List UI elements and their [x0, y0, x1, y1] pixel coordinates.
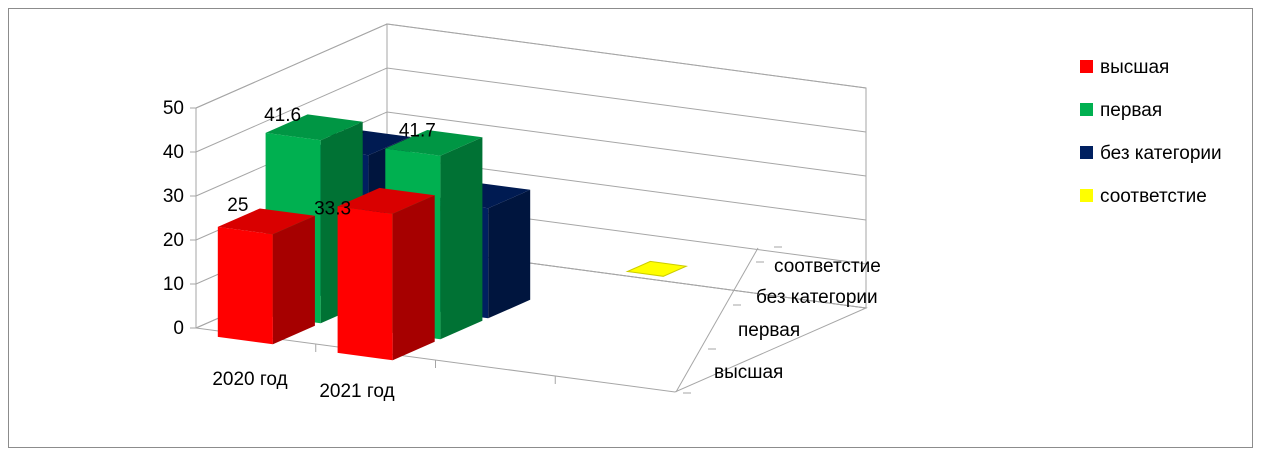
bar-side	[272, 215, 315, 345]
gridline	[195, 67, 867, 153]
bar-flat	[625, 260, 689, 277]
y-tick-label: 0	[173, 318, 184, 339]
x-category-label: 2021 год	[319, 381, 394, 402]
legend-item: соответстие	[1080, 186, 1207, 207]
bar-top	[385, 130, 483, 156]
depth-axis-label: первая	[738, 320, 800, 341]
legend-label: соответстие	[1100, 186, 1207, 207]
bar-top	[265, 114, 363, 141]
data-label: 41.6	[264, 105, 301, 126]
bar-front	[337, 206, 393, 361]
chart-frame	[8, 8, 1253, 448]
bar: 25	[217, 195, 315, 345]
legend-item: высшая	[1080, 57, 1169, 78]
bar-front	[217, 226, 273, 345]
legend-label: высшая	[1100, 57, 1169, 78]
y-tick-label: 40	[163, 142, 184, 163]
y-tick-label: 10	[163, 274, 184, 295]
legend-swatch	[1080, 103, 1093, 116]
legend-swatch	[1080, 146, 1093, 159]
y-tick-label: 50	[163, 98, 184, 119]
gridline	[195, 111, 867, 197]
bar-side	[440, 137, 483, 340]
data-label: 41.7	[399, 120, 436, 141]
bar: 33.3	[314, 187, 435, 361]
legend-item: первая	[1080, 100, 1162, 121]
legend-swatch	[1080, 189, 1093, 202]
x-category-label: 2020 год	[212, 369, 287, 390]
y-tick-labels: 0 10 20 30 40 50	[163, 98, 196, 339]
depth-axis-label: высшая	[714, 362, 783, 383]
data-label: 33.3	[314, 198, 351, 219]
legend-label: первая	[1100, 100, 1162, 121]
gridline	[195, 23, 867, 109]
depth-axis: высшая первая без категории соответстие	[675, 246, 881, 394]
legend: высшая первая без категории соответстие	[1080, 57, 1222, 207]
y-tick-label: 30	[163, 186, 184, 207]
y-tick-label: 20	[163, 230, 184, 251]
bar-side	[488, 189, 531, 319]
depth-axis-line	[675, 247, 759, 393]
x-tick-labels: 2020 год 2021 год	[212, 344, 556, 402]
depth-axis-label: соответстие	[774, 256, 881, 277]
bar-side	[392, 195, 435, 361]
bar	[625, 260, 689, 277]
bar-top	[337, 187, 435, 214]
legend-label: без категории	[1100, 143, 1222, 164]
bar-top	[217, 208, 315, 235]
data-label: 25	[227, 195, 248, 216]
depth-axis-label: без категории	[756, 287, 878, 308]
legend-swatch	[1080, 60, 1093, 73]
legend-item: без категории	[1080, 143, 1222, 164]
